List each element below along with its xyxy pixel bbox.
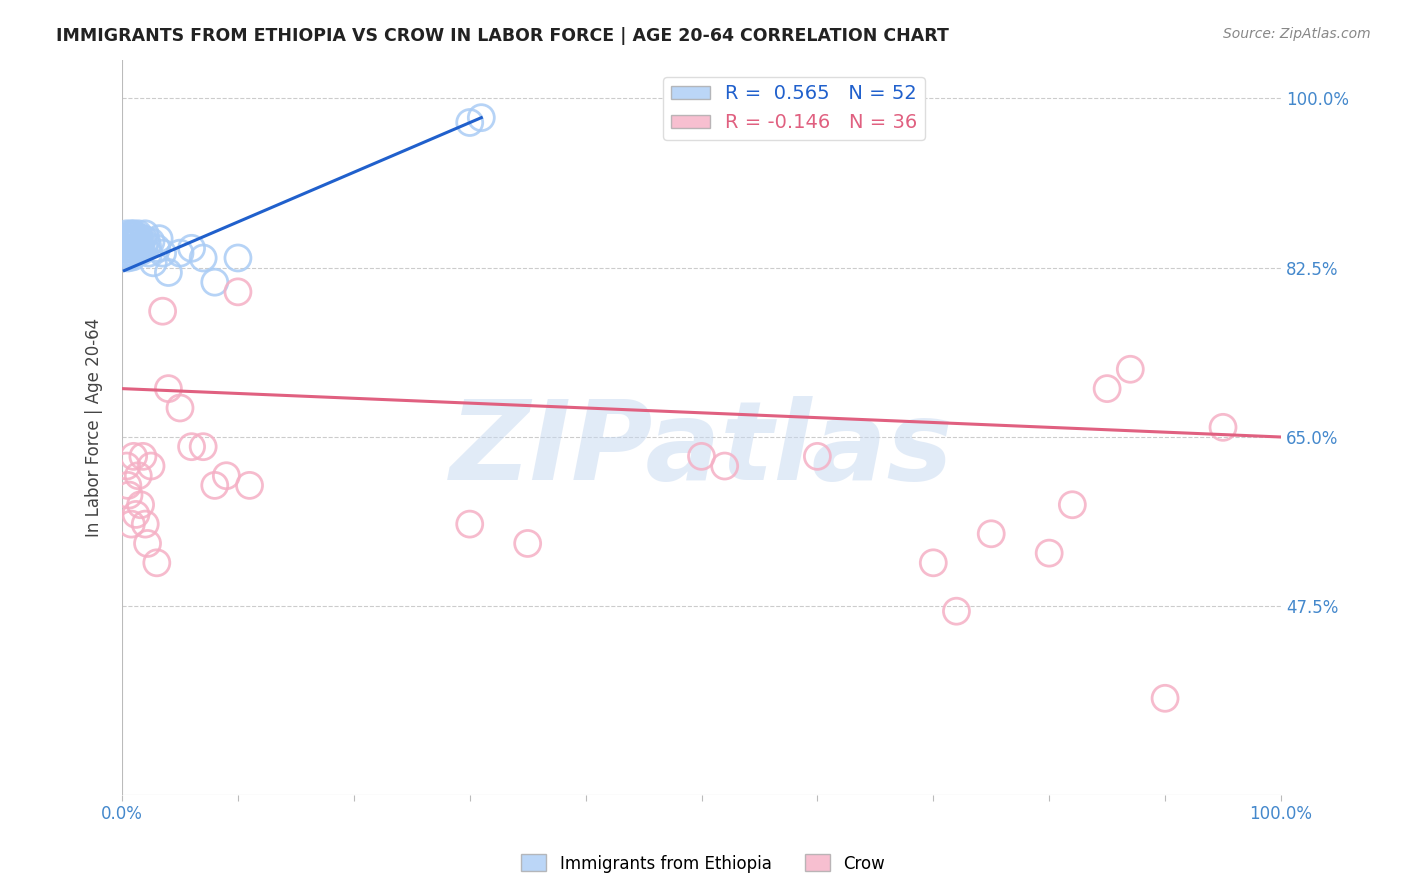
Point <box>180 440 202 454</box>
Point <box>125 508 148 522</box>
Point <box>146 556 169 570</box>
Point <box>132 232 155 246</box>
Point <box>148 232 170 246</box>
Point <box>980 526 1002 541</box>
Point <box>131 244 153 259</box>
Point <box>169 246 191 260</box>
Legend: Immigrants from Ethiopia, Crow: Immigrants from Ethiopia, Crow <box>515 847 891 880</box>
Point <box>139 235 162 249</box>
Point <box>114 232 136 246</box>
Point <box>117 478 139 492</box>
Point <box>120 227 142 241</box>
Point <box>121 232 143 246</box>
Point <box>458 115 481 129</box>
Point <box>458 517 481 532</box>
Point <box>124 244 146 258</box>
Point <box>142 256 165 270</box>
Point <box>238 478 260 492</box>
Point <box>120 517 142 532</box>
Point <box>128 241 150 255</box>
Point <box>128 230 150 244</box>
Point <box>136 238 159 252</box>
Point <box>117 251 139 265</box>
Point <box>124 232 146 246</box>
Point <box>215 468 238 483</box>
Point <box>127 227 149 241</box>
Point <box>204 275 226 289</box>
Point <box>121 241 143 255</box>
Point <box>120 236 142 251</box>
Point <box>157 382 180 396</box>
Point <box>118 235 141 249</box>
Point <box>945 604 967 618</box>
Point <box>138 246 160 260</box>
Point <box>120 246 142 260</box>
Point <box>1095 382 1118 396</box>
Point <box>118 248 141 262</box>
Point <box>125 239 148 253</box>
Point <box>118 488 141 502</box>
Point <box>226 251 249 265</box>
Point <box>112 241 135 255</box>
Text: ZIPatlas: ZIPatlas <box>450 396 953 503</box>
Point <box>157 265 180 279</box>
Text: IMMIGRANTS FROM ETHIOPIA VS CROW IN LABOR FORCE | AGE 20-64 CORRELATION CHART: IMMIGRANTS FROM ETHIOPIA VS CROW IN LABO… <box>56 27 949 45</box>
Point <box>115 246 138 260</box>
Point <box>1038 546 1060 560</box>
Point <box>1062 498 1084 512</box>
Point <box>122 246 145 260</box>
Point <box>129 238 152 252</box>
Point <box>135 234 157 248</box>
Point <box>120 244 142 259</box>
Point <box>122 450 145 464</box>
Point <box>120 238 142 252</box>
Point <box>470 111 492 125</box>
Point <box>120 228 142 243</box>
Point <box>169 401 191 415</box>
Text: Source: ZipAtlas.com: Source: ZipAtlas.com <box>1223 27 1371 41</box>
Point <box>690 450 713 464</box>
Point <box>121 250 143 264</box>
Point <box>152 304 174 318</box>
Point <box>129 498 152 512</box>
Point <box>713 458 735 473</box>
Point <box>122 235 145 249</box>
Point <box>125 228 148 243</box>
Point <box>122 227 145 241</box>
Point <box>193 440 215 454</box>
Point <box>115 227 138 241</box>
Point <box>139 458 162 473</box>
Point <box>146 241 169 255</box>
Point <box>127 235 149 249</box>
Point <box>1212 420 1234 434</box>
Point <box>1154 691 1177 706</box>
Point <box>117 232 139 246</box>
Point <box>132 450 155 464</box>
Point <box>127 244 149 259</box>
Legend: R =  0.565   N = 52, R = -0.146   N = 36: R = 0.565 N = 52, R = -0.146 N = 36 <box>664 77 925 140</box>
Point <box>114 236 136 251</box>
Point <box>806 450 828 464</box>
Point <box>132 239 155 253</box>
Point <box>226 285 249 299</box>
Point <box>115 458 138 473</box>
Point <box>117 241 139 255</box>
Point <box>180 241 202 255</box>
Point <box>127 468 149 483</box>
Point <box>193 251 215 265</box>
Y-axis label: In Labor Force | Age 20-64: In Labor Force | Age 20-64 <box>86 318 103 537</box>
Point <box>204 478 226 492</box>
Point <box>134 227 156 241</box>
Point <box>136 536 159 550</box>
Point <box>152 246 174 260</box>
Point <box>516 536 538 550</box>
Point <box>922 556 945 570</box>
Point <box>1119 362 1142 376</box>
Point <box>134 517 156 532</box>
